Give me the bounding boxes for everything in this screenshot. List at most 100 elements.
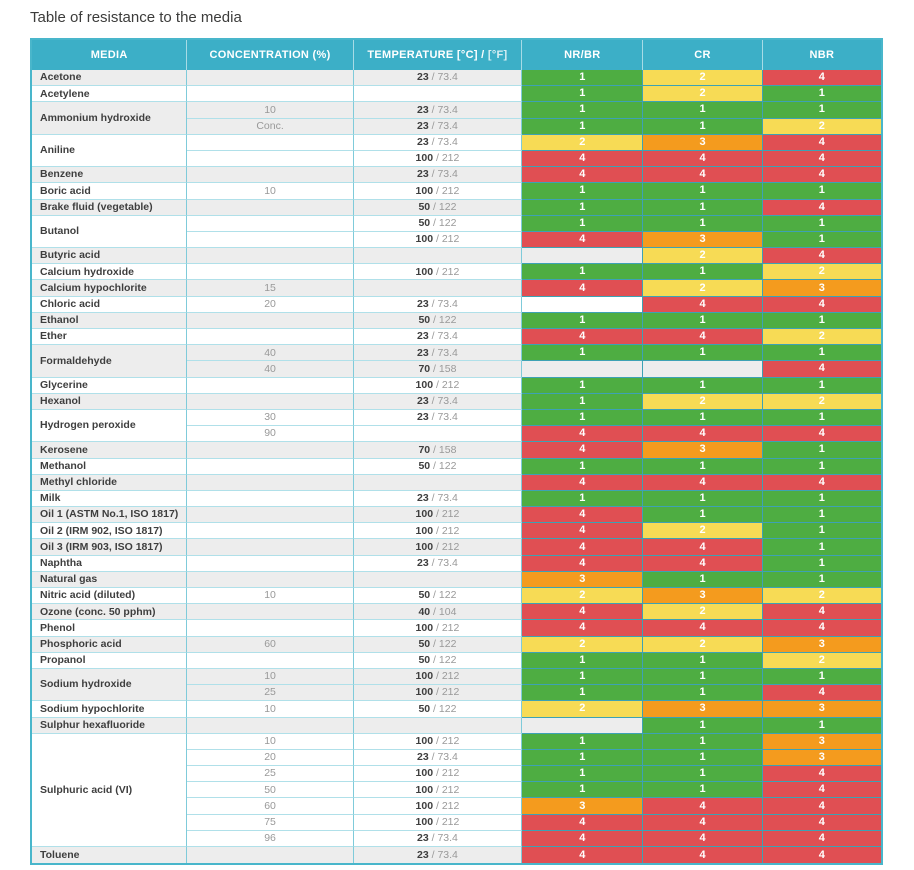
concentration-cell: 20 <box>187 296 354 313</box>
rating-cell-nbr: 4 <box>762 685 881 702</box>
rating-cell-nbr: 3 <box>762 733 881 750</box>
temperature-fahrenheit: / 212 <box>433 184 460 197</box>
concentration-cell <box>187 539 354 556</box>
temperature-cell <box>353 717 523 734</box>
temperature-fahrenheit: / 212 <box>433 265 460 278</box>
table-row: 25 100 / 212 1 1 4 <box>32 766 881 783</box>
temperature-celsius: 100 <box>415 540 434 553</box>
table-row: Calcium hypochlorite 15 4 2 3 <box>32 280 881 297</box>
table-row: Butyric acid 2 4 <box>32 248 881 265</box>
concentration-cell <box>187 442 354 459</box>
temperature-fahrenheit: / 122 <box>430 654 457 667</box>
temperature-celsius: 100 <box>415 815 434 828</box>
temperature-celsius: 23 <box>417 832 429 845</box>
rating-cell-nbr: 4 <box>762 167 881 184</box>
rating-cell-nrbr: 1 <box>522 458 644 475</box>
page-title: Table of resistance to the media <box>30 9 242 26</box>
temperature-celsius: 100 <box>415 508 434 521</box>
rating-cell-nrbr: 4 <box>522 280 644 297</box>
table-row: Calcium hydroxide 100 / 212 1 1 2 <box>32 264 881 281</box>
media-cell: Oil 3 (IRM 903, ISO 1817) <box>32 539 188 556</box>
temperature-cell: 50 / 122 <box>353 636 523 653</box>
temperature-cell <box>353 280 523 297</box>
table-row: 40 70 / 158 4 <box>32 361 881 378</box>
rating-cell-nrbr: 4 <box>522 620 644 637</box>
table-row: Ammonium hydroxide 10 23 / 73.4 1 1 1 <box>32 102 881 135</box>
table-row: Brake fluid (vegetable) 50 / 122 1 1 4 <box>32 199 881 216</box>
concentration-cell <box>187 150 354 168</box>
rating-cell-nrbr <box>522 361 644 378</box>
temperature-cell: 23 / 73.4 <box>353 167 523 184</box>
rating-cell-cr: 1 <box>643 571 763 588</box>
media-cell: Ethanol <box>32 312 188 329</box>
rating-cell-cr: 4 <box>643 296 763 313</box>
table-row: Oil 2 (IRM 902, ISO 1817) 100 / 212 4 2 1 <box>32 523 881 540</box>
concentration-cell: 25 <box>187 685 354 702</box>
rating-cell-nrbr: 1 <box>522 782 644 799</box>
rating-cell-cr: 3 <box>643 134 763 151</box>
temperature-celsius: 100 <box>415 152 434 165</box>
temperature-cell: 100 / 212 <box>353 814 523 831</box>
rating-cell-nrbr <box>522 248 644 265</box>
temperature-cell: 100 / 212 <box>353 377 523 394</box>
temperature-cell: 50 / 122 <box>353 458 523 475</box>
temperature-fahrenheit: / 212 <box>433 152 460 165</box>
rating-cell-nbr: 2 <box>762 652 881 669</box>
rating-cell-nbr: 1 <box>762 490 881 508</box>
temperature-celsius: 23 <box>417 751 429 764</box>
table-row: Ethanol 50 / 122 1 1 1 <box>32 312 881 329</box>
temperature-fahrenheit: / 158 <box>430 443 457 456</box>
concentration-cell <box>187 523 354 540</box>
temperature-cell: 100 / 212 <box>353 507 523 524</box>
rating-cell-nrbr: 1 <box>522 102 644 119</box>
rating-cell-nbr: 4 <box>762 604 881 621</box>
rating-cell-cr: 2 <box>643 604 763 621</box>
table-row: Natural gas 3 1 1 <box>32 571 881 588</box>
media-cell: Butanol <box>32 215 188 249</box>
temperature-fahrenheit: / 73.4 <box>428 411 458 424</box>
concentration-cell <box>187 507 354 524</box>
concentration-cell <box>187 167 354 184</box>
rating-cell-nbr: 4 <box>762 426 881 443</box>
concentration-cell <box>187 620 354 637</box>
media-cell: Oil 1 (ASTM No.1, ISO 1817) <box>32 507 188 524</box>
rating-cell-nrbr: 1 <box>522 215 644 232</box>
rating-cell-nbr: 4 <box>762 199 881 216</box>
media-cell: Oil 2 (IRM 902, ISO 1817) <box>32 523 188 540</box>
concentration-cell: 25 <box>187 766 354 783</box>
rating-cell-nrbr <box>522 717 644 734</box>
rating-cell-nrbr: 1 <box>522 264 644 281</box>
rating-cell-cr: 1 <box>643 102 763 119</box>
rating-cell-nrbr: 4 <box>522 474 644 491</box>
rating-cell-cr: 3 <box>643 701 763 718</box>
media-cell: Calcium hydroxide <box>32 264 188 281</box>
rating-cell-nrbr: 4 <box>522 847 644 864</box>
table-row: Benzene 23 / 73.4 4 4 4 <box>32 167 881 184</box>
concentration-cell: 60 <box>187 798 354 815</box>
temperature-fahrenheit: / 212 <box>433 540 460 553</box>
media-cell: Ammonium hydroxide <box>32 102 188 135</box>
temperature-fahrenheit: / 212 <box>433 735 460 748</box>
table-row: Formaldehyde 40 23 / 73.4 1 1 1 <box>32 345 881 378</box>
rating-cell-nrbr: 4 <box>522 604 644 621</box>
rating-cell-cr: 1 <box>643 118 763 135</box>
rating-cell-cr: 1 <box>643 733 763 750</box>
media-cell: Acetylene <box>32 86 188 103</box>
media-cell: Phenol <box>32 620 188 637</box>
temperature-fahrenheit: / 122 <box>430 314 457 327</box>
temperature-cell <box>353 248 523 265</box>
rating-cell-nbr: 1 <box>762 345 881 362</box>
rating-cell-nbr: 4 <box>762 248 881 265</box>
rating-cell-nbr: 2 <box>762 118 881 135</box>
temperature-fahrenheit: / 104 <box>430 605 457 618</box>
temperature-fahrenheit: / 122 <box>430 200 457 213</box>
rating-cell-nrbr <box>522 296 644 313</box>
rating-cell-cr: 1 <box>643 345 763 362</box>
concentration-cell: 10 <box>187 102 354 119</box>
temperature-celsius: 23 <box>417 119 429 132</box>
temperature-cell: 100 / 212 <box>353 668 523 686</box>
rating-cell-cr: 4 <box>643 830 763 847</box>
rating-cell-nrbr: 4 <box>522 523 644 540</box>
table-row: 75 100 / 212 4 4 4 <box>32 814 881 831</box>
table-row: Chloric acid 20 23 / 73.4 4 4 <box>32 296 881 313</box>
